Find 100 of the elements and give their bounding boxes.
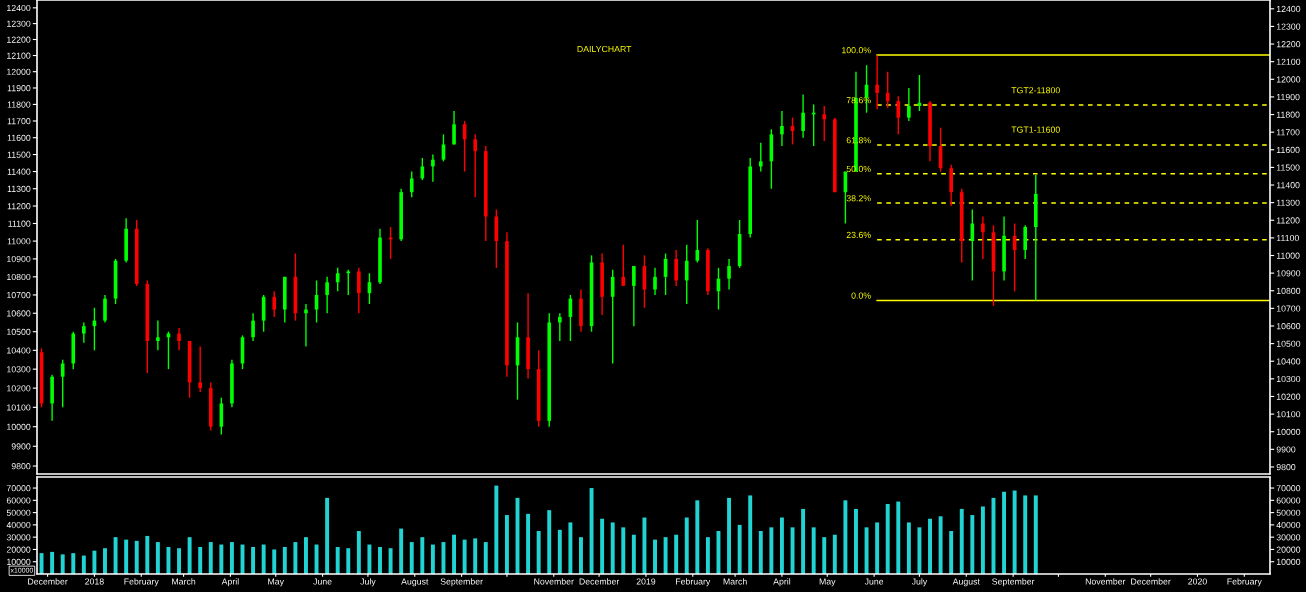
y-tick-label: 40000 xyxy=(6,521,31,529)
y2-tick-label: 12300 xyxy=(1276,23,1301,30)
y-tick-label: 11600 xyxy=(7,134,31,141)
y-tick-label: 70000 xyxy=(6,485,31,492)
y2-tick-label: 11200 xyxy=(1276,217,1300,224)
annotation: 100.0% xyxy=(842,47,871,54)
y-tick-label: 10800 xyxy=(7,273,31,281)
x-tick-label: July xyxy=(911,578,928,587)
y2-tick-label: 10100 xyxy=(1276,411,1301,418)
annotation: 23.6% xyxy=(846,231,871,238)
x-tick-label: November xyxy=(1085,578,1126,585)
y-tick-label: 10600 xyxy=(7,310,31,317)
y-tick-label: 10000 xyxy=(7,423,31,430)
y-tick-label: 11500 xyxy=(7,151,31,158)
y2-tick-label: 9800 xyxy=(1276,464,1296,471)
y-tick-label: 10300 xyxy=(7,366,31,373)
y2-tick-label: 10200 xyxy=(1276,393,1301,400)
y-tick-label: 11700 xyxy=(7,118,31,125)
x-tick-label: September xyxy=(992,578,1035,587)
y2-tick-label: 30000 xyxy=(1276,534,1301,541)
y-tick-label: 12400 xyxy=(7,4,31,12)
y2-tick-label: 12200 xyxy=(1276,41,1301,48)
y2-tick-label: 10600 xyxy=(1276,323,1301,330)
x-tick-label: 2019 xyxy=(636,578,656,585)
y-tick-label: 12000 xyxy=(7,68,31,75)
y-tick-label: 30000 xyxy=(6,534,31,541)
y2-tick-label: 11300 xyxy=(1276,199,1300,206)
y-tick-label: 10100 xyxy=(7,404,31,411)
x-tick-label: September xyxy=(440,578,483,587)
y2-tick-label: 11800 xyxy=(1276,111,1300,118)
y-tick-label: 11900 xyxy=(7,85,31,92)
y-tick-label: 10700 xyxy=(7,292,31,299)
annotation: TGT1-11600 xyxy=(1011,126,1060,133)
y2-tick-label: 11600 xyxy=(1276,146,1300,154)
y-tick-label: 10000 xyxy=(7,558,31,565)
y-tick-label: 10400 xyxy=(7,347,31,354)
y2-tick-label: 10000 xyxy=(1276,428,1301,435)
y-tick-label: 11000 xyxy=(7,238,31,245)
x-tick-label: February xyxy=(124,578,159,587)
y2-tick-label: 50000 xyxy=(1276,509,1301,516)
y2-tick-label: 11400 xyxy=(1276,182,1300,189)
y-tick-label: 10500 xyxy=(7,328,31,335)
y2-tick-label: 20000 xyxy=(1276,546,1301,553)
y2-tick-label: 12000 xyxy=(1276,76,1301,83)
y-tick-label: 20000 xyxy=(6,546,31,553)
y-tick-label: 11400 xyxy=(7,168,31,175)
y-tick-label: 50000 xyxy=(6,509,31,516)
y2-tick-label: 70000 xyxy=(1276,485,1301,492)
y2-tick-label: 60000 xyxy=(1276,497,1301,504)
y-tick-label: 12200 xyxy=(7,36,31,43)
y2-tick-label: 12400 xyxy=(1276,5,1301,13)
y2-tick-label: 10700 xyxy=(1276,305,1301,312)
y2-tick-label: 11100 xyxy=(1276,234,1299,242)
y-tick-label: 12100 xyxy=(7,52,31,59)
x-tick-label: April xyxy=(773,578,791,587)
y-tick-label: 10900 xyxy=(7,255,31,263)
x-tick-label: December xyxy=(579,578,620,585)
x-tick-label: June xyxy=(313,578,332,585)
y2-tick-label: 10800 xyxy=(1276,287,1301,294)
annotation: TGT2-11800 xyxy=(1011,87,1060,94)
x-tick-label: August xyxy=(401,578,429,587)
y2-tick-label: 10300 xyxy=(1276,375,1301,383)
x-tick-label: April xyxy=(221,578,239,587)
x-tick-label: May xyxy=(268,578,284,587)
x-tick-label: February xyxy=(676,578,711,587)
y2-tick-label: 11500 xyxy=(1276,164,1300,171)
y2-tick-label: 11000 xyxy=(1276,252,1300,259)
annotation: 0.0% xyxy=(851,292,871,299)
x-tick-label: August xyxy=(952,578,980,587)
x-tick-label: May xyxy=(819,578,836,587)
annotation: 38.2% xyxy=(846,195,871,202)
y2-tick-label: 40000 xyxy=(1276,521,1301,529)
y2-tick-label: 11900 xyxy=(1276,93,1300,101)
x-tick-label: July xyxy=(360,578,376,587)
y2-tick-label: 10500 xyxy=(1276,340,1301,347)
y-tick-label: 11300 xyxy=(7,185,31,192)
y-tick-label: 11800 xyxy=(7,101,31,108)
y-tick-label: 9800 xyxy=(11,463,31,470)
x-tick-label: 2018 xyxy=(85,578,104,585)
y-tick-label: 9900 xyxy=(11,443,31,450)
y2-tick-label: 10400 xyxy=(1276,358,1301,365)
x-tick-label: 2020 xyxy=(1188,578,1207,585)
y-tick-label: 11200 xyxy=(7,203,31,210)
y2-tick-label: 11700 xyxy=(1276,129,1300,136)
x-tick-label: March xyxy=(723,578,747,585)
x-tick-label: December xyxy=(1131,578,1171,585)
y2-tick-label: 10000 xyxy=(1276,558,1301,565)
x-tick-label: November xyxy=(534,578,574,585)
x-tick-label: March xyxy=(172,578,196,585)
x-tick-label: December xyxy=(28,578,68,585)
y-tick-label: 11100 xyxy=(8,220,31,227)
y-tick-label: 12300 xyxy=(7,20,31,27)
y2-tick-label: 9900 xyxy=(1276,446,1296,453)
y2-tick-label: 10900 xyxy=(1276,270,1301,277)
y-tick-label: 10200 xyxy=(7,385,31,392)
y2-tick-label: 12100 xyxy=(1276,58,1301,65)
x-tick-label: February xyxy=(1227,578,1262,587)
y-tick-label: 60000 xyxy=(6,497,31,504)
text: DAILYCHART xyxy=(577,45,632,53)
x-tick-label: June xyxy=(864,578,884,585)
